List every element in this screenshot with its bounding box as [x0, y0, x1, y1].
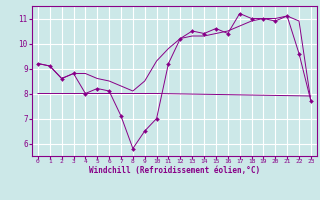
X-axis label: Windchill (Refroidissement éolien,°C): Windchill (Refroidissement éolien,°C): [89, 166, 260, 175]
